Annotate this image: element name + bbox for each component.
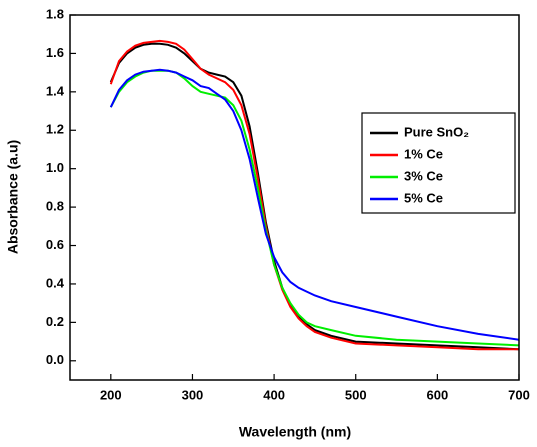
y-tick-label: 1.4 [46, 83, 65, 98]
y-tick-label: 0.4 [46, 275, 65, 290]
legend: Pure SnO₂ 1% Ce 3% Ce 5% Ce [361, 112, 516, 214]
legend-label: 1% Ce [404, 146, 443, 161]
plot-frame [69, 14, 520, 381]
x-tick-label: 400 [263, 387, 285, 402]
legend-label: 5% Ce [404, 190, 443, 205]
y-tick-label: 0.2 [46, 314, 64, 329]
series-line [109, 42, 520, 351]
y-tick-label: 1.6 [46, 45, 64, 60]
series-line [109, 39, 519, 351]
y-tick-label: 0.6 [46, 237, 64, 252]
y-tick-label: 0.8 [46, 199, 64, 214]
y-tick-label: 1.8 [46, 6, 64, 21]
legend-box [361, 112, 516, 214]
series-line [109, 68, 520, 341]
y-tick-label: 1.2 [46, 122, 64, 137]
x-tick-label: 700 [508, 387, 530, 402]
x-tick-label: 200 [100, 387, 122, 402]
y-tick-label: 1.0 [46, 160, 64, 175]
x-tick-label: 600 [427, 387, 449, 402]
x-tick-label: 500 [345, 387, 367, 402]
x-axis-label: Wavelength (nm) [239, 424, 351, 440]
x-tick-label: 300 [182, 387, 204, 402]
legend-label: 3% Ce [404, 168, 443, 183]
y-tick-label: 0.0 [46, 352, 64, 367]
legend-label: Pure SnO₂ [404, 124, 469, 139]
y-axis-label: Absorbance (a.u) [5, 140, 21, 254]
